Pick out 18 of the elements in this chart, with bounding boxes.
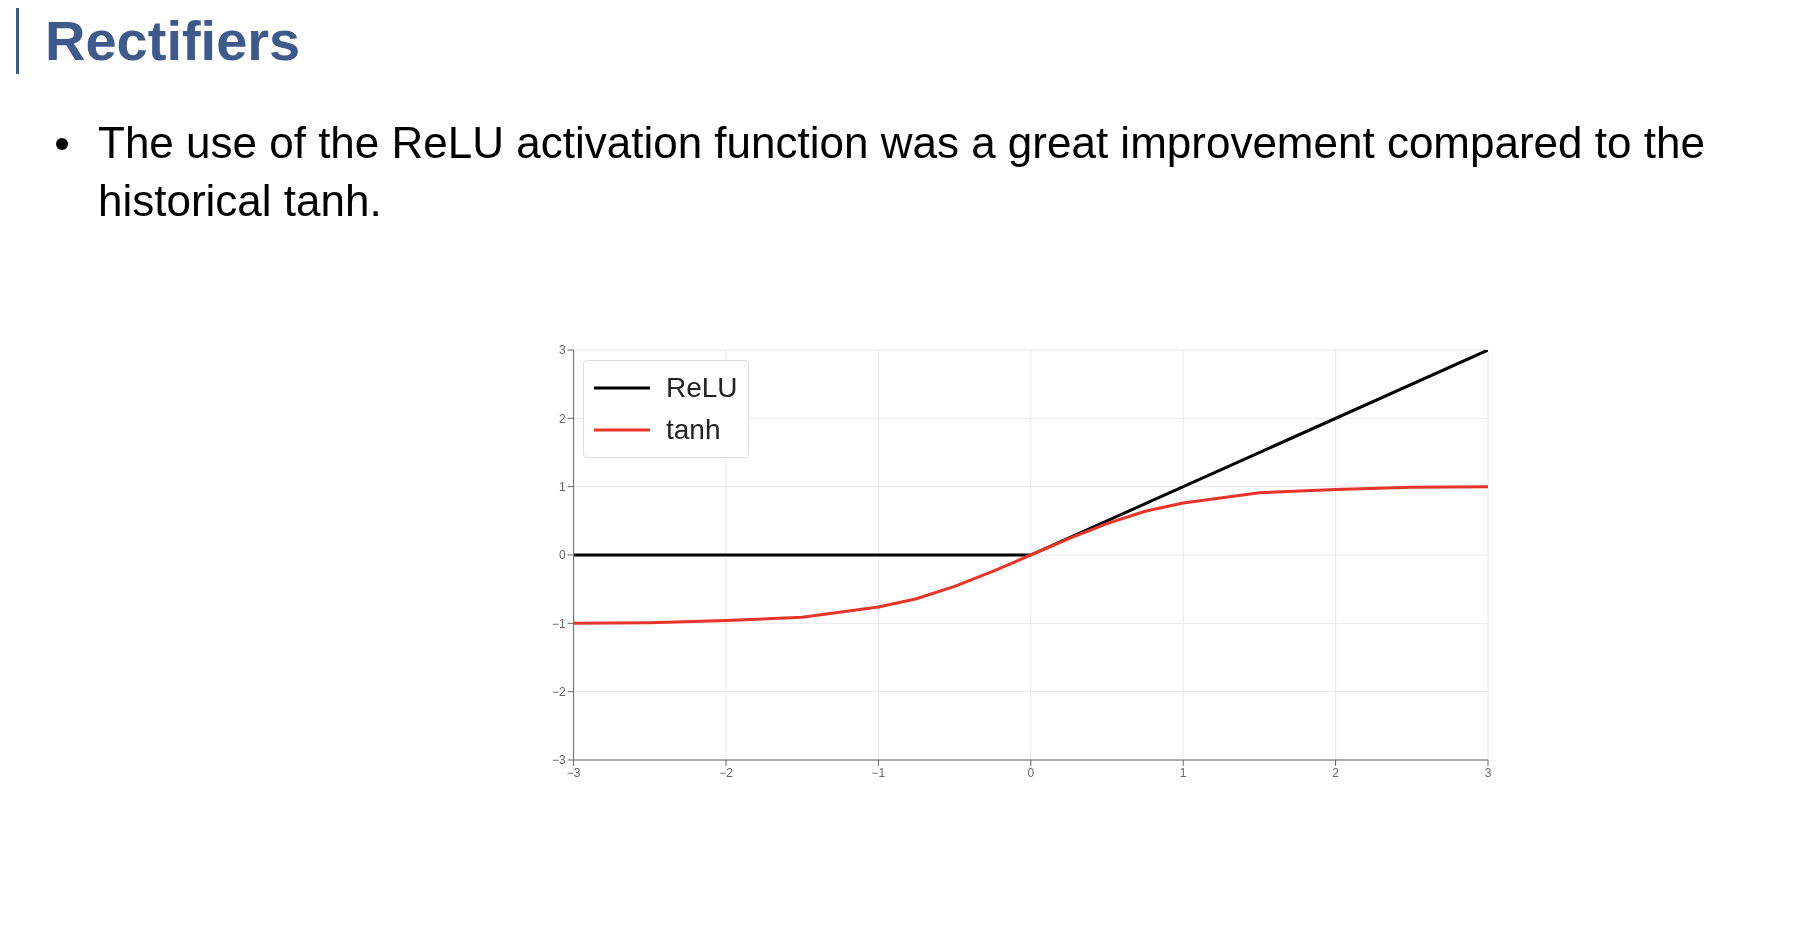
- x-tick-label: 1: [1179, 765, 1187, 780]
- legend-label: ReLU: [666, 372, 738, 404]
- y-tick-label: 0: [558, 548, 566, 563]
- chart-title: Rectifiers: [16, 8, 1798, 74]
- legend-label: tanh: [666, 414, 721, 446]
- x-tick-label: 3: [1484, 765, 1492, 780]
- line-series: [573, 485, 1488, 625]
- y-tick-label: −2: [551, 684, 566, 699]
- y-tick-label: −1: [551, 616, 566, 631]
- y-tick-label: 2: [558, 411, 566, 426]
- x-tick-label: −1: [871, 765, 886, 780]
- x-tick-label: −2: [719, 765, 734, 780]
- y-tick-label: −3: [551, 753, 566, 768]
- y-tick-label: 3: [558, 343, 566, 358]
- x-tick-label: 0: [1027, 765, 1035, 780]
- y-tick-label: 1: [558, 479, 566, 494]
- chart-subtitle: The use of the ReLU activation function was a great improvement compared to the historical tanh.: [98, 117, 1706, 227]
- x-tick-label: 2: [1332, 765, 1340, 780]
